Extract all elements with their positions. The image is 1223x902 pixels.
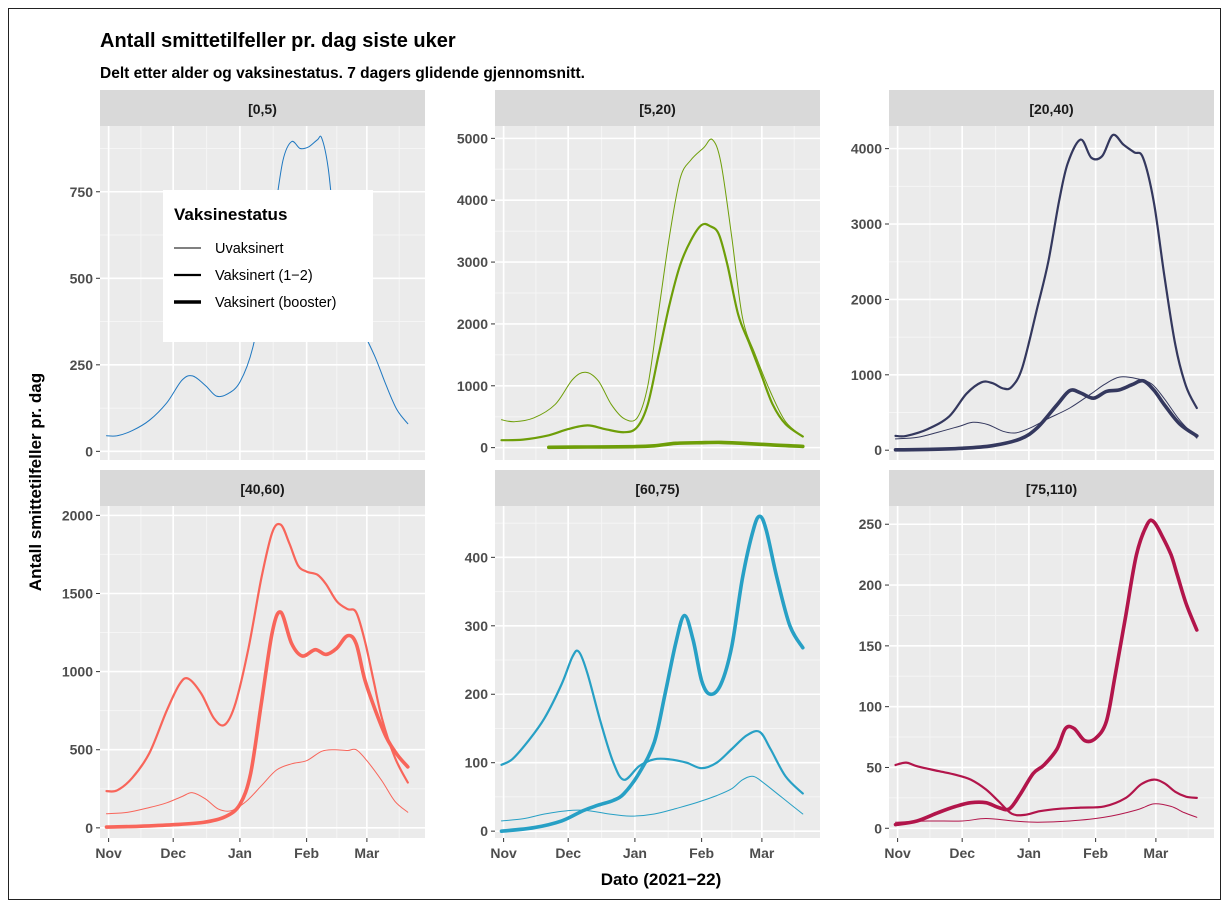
y-tick-label: 250 — [859, 516, 883, 532]
panel-20-40: [20,40) 0 1000 2000 3000 4000 — [851, 90, 1214, 460]
x-axis-label: Dato (2021−22) — [601, 870, 721, 889]
legend-label: Uvaksinert — [215, 241, 284, 257]
facet-strip-label: [0,5) — [248, 101, 277, 117]
facet-strip — [889, 90, 1214, 126]
y-tick-label: 3000 — [851, 216, 882, 232]
y-tick-label: 0 — [480, 440, 488, 456]
series-line-vaksinert-1-2 — [894, 761, 1198, 817]
series-line-vaksinert-1-2 — [500, 649, 804, 795]
panel-40-60: [40,60) 0 500 1000 1500 2000 Nov Dec Jan Feb Mar — [62, 470, 425, 861]
panels-group: [0,5)0250500750[5,20)0100020003000400050… — [62, 90, 1214, 861]
panel-background — [889, 126, 1214, 460]
facet-strip-label: [20,40) — [1029, 101, 1073, 117]
series-line-vaksinert-booster — [499, 514, 805, 833]
legend: Vaksinestatus Uvaksinert Vaksinert (1−2) Va… — [163, 190, 373, 342]
chart-frame — [8, 8, 1221, 900]
y-tick-label: 3000 — [457, 254, 488, 270]
series-line-vaksinert-booster — [104, 610, 410, 829]
chart-title: Antall smittetilfeller pr. dag siste uke… — [100, 30, 456, 52]
x-tick-label: Nov — [95, 845, 122, 861]
y-axis-label: Antall smittetilfeller pr. dag — [26, 373, 45, 591]
x-tick-label: Jan — [623, 845, 647, 861]
y-tick-label: 4000 — [457, 192, 488, 208]
facet-strip — [495, 90, 820, 126]
y-tick-label: 1500 — [62, 585, 93, 601]
series-line-uvaksinert — [501, 775, 804, 822]
x-tick-label: Nov — [490, 845, 517, 861]
series-line-vaksinert-booster — [893, 518, 1199, 827]
x-tick-label: Jan — [228, 845, 252, 861]
series-line-vaksinert-booster — [547, 440, 805, 450]
y-tick-label: 5000 — [457, 130, 488, 146]
facet-strip-label: [75,110) — [1026, 481, 1077, 497]
x-tick-label: Mar — [354, 845, 379, 861]
x-tick-label: Mar — [1143, 845, 1168, 861]
y-tick-label: 2000 — [851, 291, 882, 307]
y-tick-label: 100 — [859, 699, 883, 715]
legend-background — [163, 190, 373, 342]
chart-subtitle: Delt etter alder og vaksinestatus. 7 dag… — [100, 65, 585, 82]
x-tick-label: Dec — [160, 845, 186, 861]
panel-60-75: [60,75) 0 100 200 300 400 Nov Dec Jan Feb Mar — [465, 470, 820, 861]
panel-75-110: [75,110) 0 50 100 150 200 250 Nov Dec Jan Feb Mar — [859, 470, 1214, 861]
y-tick-label: 1000 — [457, 378, 488, 394]
series-line-vaksinert-1-2 — [894, 133, 1198, 438]
y-tick-label: 100 — [465, 755, 489, 771]
panel-5-20: [5,20) 0 1000 2000 3000 4000 5000 — [457, 90, 820, 460]
facet-strip — [100, 90, 425, 126]
y-tick-label: 500 — [70, 742, 94, 758]
series-line-uvaksinert — [501, 138, 804, 437]
y-tick-label: 200 — [859, 577, 883, 593]
y-tick-label: 500 — [70, 270, 94, 286]
facet-strip — [889, 470, 1214, 506]
y-tick-label: 250 — [70, 357, 94, 373]
legend-label: Vaksinert (booster) — [215, 295, 336, 311]
series-line-vaksinert-booster — [893, 378, 1199, 452]
y-tick-label: 200 — [465, 686, 489, 702]
facet-strip-label: [40,60) — [240, 481, 284, 497]
panel-background — [495, 506, 820, 838]
y-tick-label: 0 — [874, 442, 882, 458]
y-tick-label: 150 — [859, 638, 883, 654]
x-tick-label: Jan — [1017, 845, 1041, 861]
x-tick-label: Feb — [689, 845, 714, 861]
y-tick-label: 0 — [480, 823, 488, 839]
y-tick-label: 1000 — [62, 664, 93, 680]
y-tick-label: 400 — [465, 549, 489, 565]
y-tick-label: 0 — [85, 443, 93, 459]
legend-label: Vaksinert (1−2) — [215, 268, 313, 284]
y-tick-label: 50 — [866, 759, 882, 775]
y-tick-label: 0 — [874, 820, 882, 836]
series-line-uvaksinert — [106, 748, 409, 815]
y-tick-label: 1000 — [851, 367, 882, 383]
y-tick-label: 4000 — [851, 141, 882, 157]
y-tick-label: 2000 — [457, 316, 488, 332]
facet-strip-label: [60,75) — [635, 481, 679, 497]
y-tick-label: 2000 — [62, 507, 93, 523]
panel-background — [889, 506, 1214, 838]
x-tick-label: Dec — [949, 845, 975, 861]
facet-strip-label: [5,20) — [639, 101, 676, 117]
x-tick-label: Feb — [294, 845, 319, 861]
x-tick-label: Mar — [749, 845, 774, 861]
x-tick-label: Nov — [884, 845, 911, 861]
legend-title: Vaksinestatus — [174, 205, 287, 224]
facet-strip — [495, 470, 820, 506]
facet-strip — [100, 470, 425, 506]
y-tick-label: 750 — [70, 184, 94, 200]
series-line-uvaksinert — [895, 376, 1198, 440]
series-line-vaksinert-1-2 — [105, 522, 409, 793]
series-line-vaksinert-1-2 — [500, 222, 804, 442]
y-tick-label: 300 — [465, 618, 489, 634]
series-line-uvaksinert — [895, 803, 1198, 823]
x-tick-label: Feb — [1083, 845, 1108, 861]
x-tick-label: Dec — [555, 845, 581, 861]
y-tick-label: 0 — [85, 820, 93, 836]
